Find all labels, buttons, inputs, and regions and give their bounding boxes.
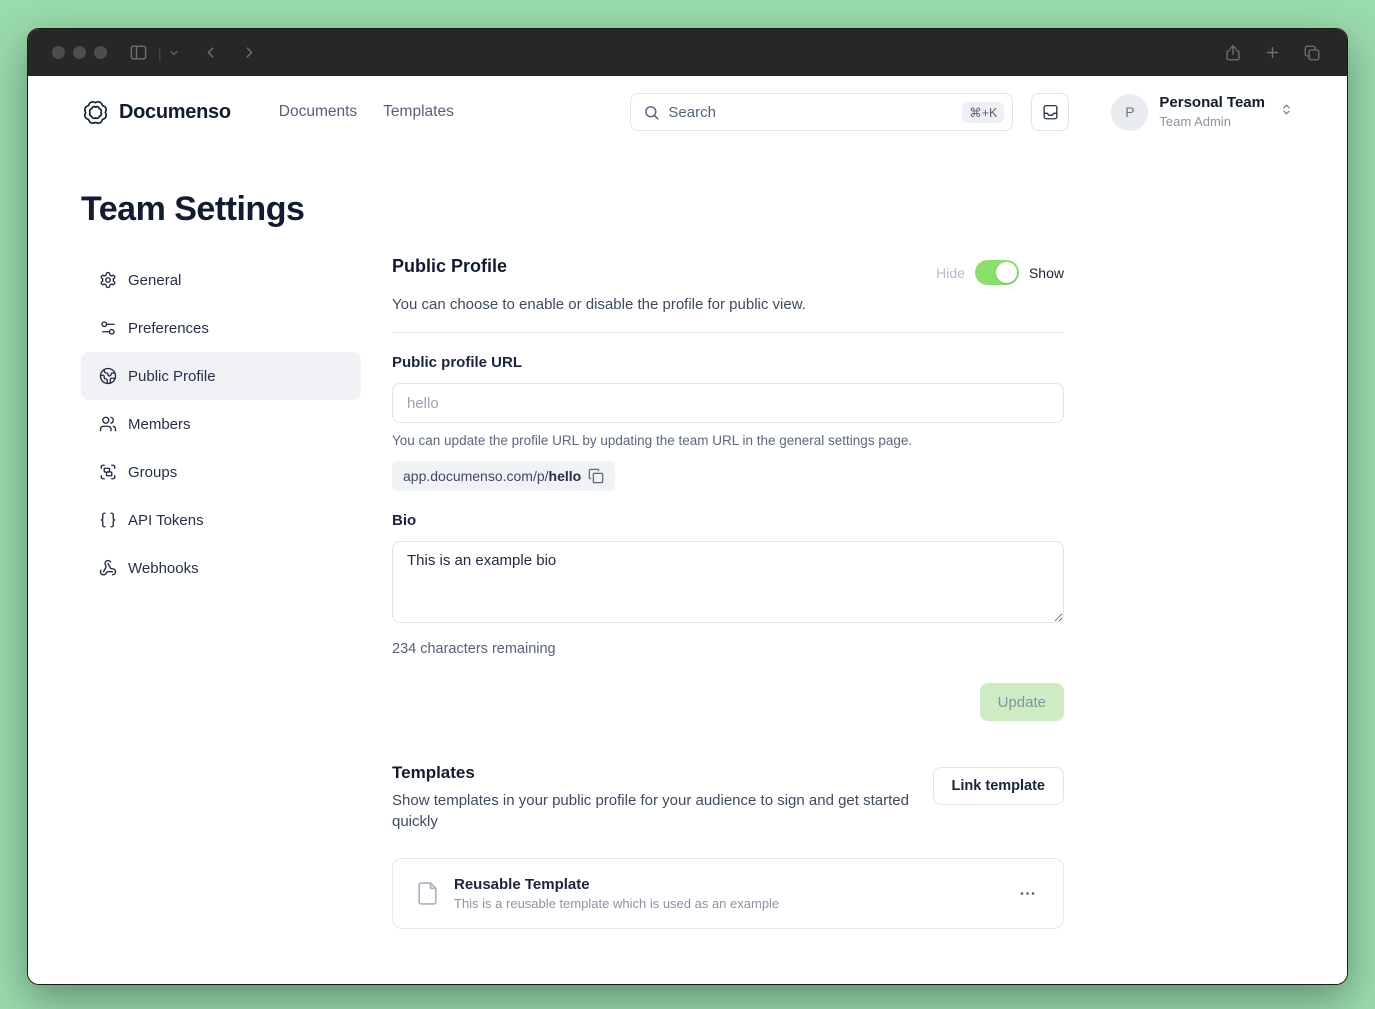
section-description: You can choose to enable or disable the … <box>392 296 806 313</box>
gear-icon <box>100 271 116 289</box>
sidebar-item-label: API Tokens <box>128 511 204 529</box>
sidebar-item-label: Groups <box>128 463 178 481</box>
inbox-button[interactable] <box>1031 93 1070 131</box>
template-list-item: Reusable Template This is a reusable tem… <box>392 858 1064 930</box>
page-title: Team Settings <box>81 190 305 228</box>
nav-templates[interactable]: Templates <box>383 103 454 120</box>
search-icon <box>645 105 659 120</box>
share-icon[interactable] <box>1224 44 1242 62</box>
template-menu-button[interactable] <box>1014 880 1041 907</box>
close-window-icon[interactable] <box>52 46 65 59</box>
documenso-logo-icon <box>84 100 107 124</box>
templates-description: Show templates in your public profile fo… <box>392 792 909 830</box>
sidebar-item-general[interactable]: General <box>81 256 361 304</box>
toggle-knob <box>995 262 1017 283</box>
ellipsis-icon <box>1020 892 1035 896</box>
team-role: Team Admin <box>1159 114 1231 130</box>
bio-field-label: Bio <box>392 512 417 529</box>
sidebar-item-public-profile[interactable]: Public Profile <box>81 352 361 400</box>
group-icon <box>100 464 116 480</box>
sidebar-item-label: Members <box>128 415 191 433</box>
copy-url-button[interactable] <box>588 468 604 484</box>
zoom-window-icon[interactable] <box>94 46 107 59</box>
sidebar-item-label: Webhooks <box>128 559 199 577</box>
template-description: This is a reusable template which is use… <box>454 896 780 912</box>
url-field-label: Public profile URL <box>392 354 523 371</box>
traffic-lights <box>52 46 107 59</box>
team-switcher[interactable]: P Personal Team Team Admin <box>1111 93 1293 131</box>
settings-sidebar: General Preferences Public Profile Membe… <box>81 256 361 929</box>
brand[interactable]: Documenso <box>81 98 231 127</box>
sidebar-item-webhooks[interactable]: Webhooks <box>81 544 361 592</box>
sidebar-item-preferences[interactable]: Preferences <box>81 304 361 352</box>
sidebar-item-label: Public Profile <box>128 367 216 385</box>
characters-remaining: 234 characters remaining <box>392 641 556 657</box>
profile-url-text: app.documenso.com/p/hello <box>403 468 582 484</box>
sidebar-item-members[interactable]: Members <box>81 400 361 448</box>
public-profile-url-input[interactable] <box>392 383 1064 423</box>
users-icon <box>99 416 117 432</box>
app-content: Documenso Documents Templates ⌘+K P Pers… <box>28 76 1347 984</box>
braces-icon <box>100 512 116 528</box>
sidebar-item-api-tokens[interactable]: API Tokens <box>81 496 361 544</box>
template-name: Reusable Template <box>454 876 590 894</box>
search-input[interactable] <box>668 103 955 121</box>
update-button[interactable]: Update <box>979 683 1064 721</box>
webhook-icon <box>99 559 117 576</box>
main-nav: Documents Templates <box>279 103 454 121</box>
nav-documents[interactable]: Documents <box>278 103 358 120</box>
chevron-down-icon[interactable] <box>168 47 180 59</box>
brand-name: Documenso <box>119 100 231 123</box>
back-icon[interactable] <box>202 44 219 61</box>
tab-overview-icon[interactable] <box>1303 44 1321 62</box>
minimize-window-icon[interactable] <box>73 46 86 59</box>
section-title: Public Profile <box>392 256 508 276</box>
templates-section: Templates Show templates in your public … <box>392 763 1064 930</box>
browser-window: | <box>27 28 1348 985</box>
inbox-icon <box>1043 104 1058 119</box>
profile-url-preview: app.documenso.com/p/hello <box>392 461 616 491</box>
titlebar-separator: | <box>158 44 162 61</box>
file-icon <box>418 882 437 906</box>
public-profile-panel: Public Profile Hide Show You can choose … <box>392 256 1064 930</box>
avatar-initial: P <box>1125 104 1135 120</box>
copy-icon <box>588 468 604 484</box>
search-shortcut-badge: ⌘+K <box>962 101 1005 123</box>
globe-icon <box>99 367 117 385</box>
new-tab-icon[interactable] <box>1264 44 1281 61</box>
chevrons-up-down-icon <box>1280 103 1293 121</box>
team-name: Personal Team <box>1159 94 1265 112</box>
url-helper-text: You can update the profile URL by updati… <box>392 433 913 448</box>
sidebar-item-label: General <box>128 271 182 289</box>
search-bar[interactable]: ⌘+K <box>630 93 1014 131</box>
sidebar-item-groups[interactable]: Groups <box>81 448 361 496</box>
sidebar-item-label: Preferences <box>128 319 209 337</box>
bio-textarea[interactable]: This is an example bio <box>392 541 1064 623</box>
sidebar-toggle-icon[interactable] <box>129 43 148 62</box>
profile-visibility-toggle[interactable] <box>974 260 1019 285</box>
sliders-icon <box>101 321 115 335</box>
divider <box>392 332 1064 333</box>
forward-icon[interactable] <box>241 44 258 61</box>
app-header: Documenso Documents Templates ⌘+K P Pers… <box>28 76 1347 148</box>
browser-titlebar: | <box>28 29 1347 76</box>
templates-title: Templates <box>392 763 475 782</box>
avatar: P <box>1111 93 1149 131</box>
toggle-show-label: Show <box>1028 264 1064 281</box>
toggle-hide-label: Hide <box>936 264 965 281</box>
link-template-button[interactable]: Link template <box>932 767 1064 805</box>
